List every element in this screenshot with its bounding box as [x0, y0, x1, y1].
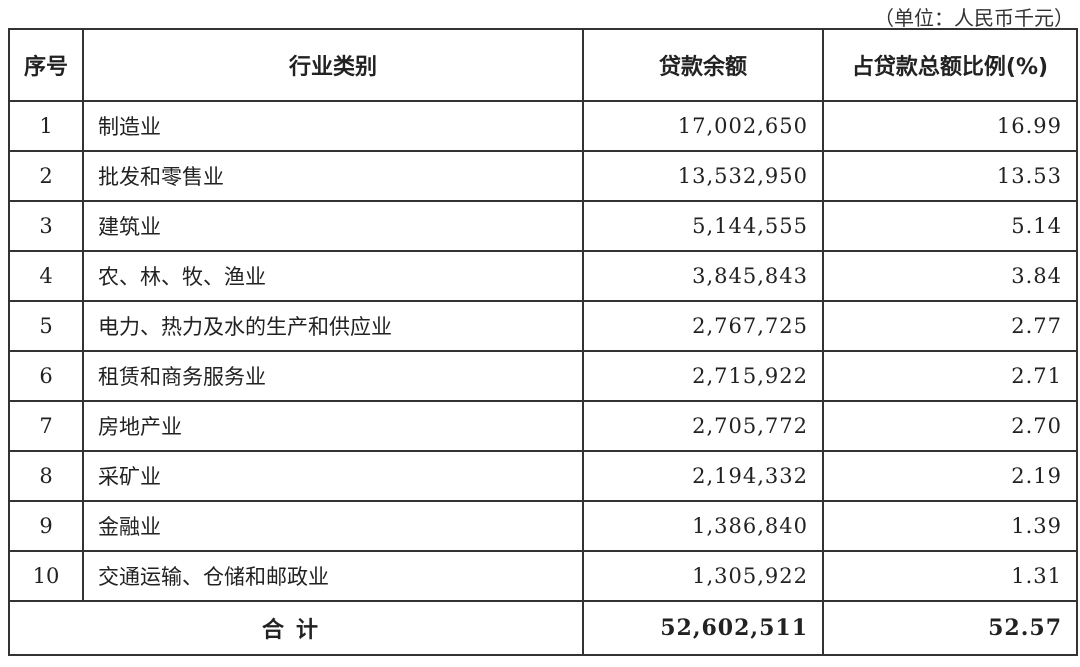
table-row: 5 电力、热力及水的生产和供应业 2,767,725 2.77: [8, 300, 1078, 352]
row-amount: 13,532,950: [582, 150, 824, 202]
table-row: 1 制造业 17,002,650 16.99: [8, 100, 1078, 152]
row-no: 4: [8, 250, 84, 302]
header-no: 序号: [8, 28, 84, 102]
row-no: 1: [8, 100, 84, 152]
row-ratio: 2.71: [822, 350, 1078, 402]
header-amount: 贷款余额: [582, 28, 824, 102]
unit-note: （单位：人民币千元）: [874, 6, 1074, 30]
total-row: 合计 52,602,511 52.57: [8, 600, 1078, 656]
row-industry: 金融业: [82, 500, 584, 552]
row-ratio: 5.14: [822, 200, 1078, 252]
row-ratio: 3.84: [822, 250, 1078, 302]
table-row: 2 批发和零售业 13,532,950 13.53: [8, 150, 1078, 202]
table-row: 6 租赁和商务服务业 2,715,922 2.71: [8, 350, 1078, 402]
row-amount: 1,386,840: [582, 500, 824, 552]
total-ratio: 52.57: [822, 600, 1078, 656]
row-ratio: 16.99: [822, 100, 1078, 152]
row-ratio: 2.77: [822, 300, 1078, 352]
row-industry: 采矿业: [82, 450, 584, 502]
table-row: 4 农、林、牧、渔业 3,845,843 3.84: [8, 250, 1078, 302]
row-no: 8: [8, 450, 84, 502]
table-row: 10 交通运输、仓储和邮政业 1,305,922 1.31: [8, 550, 1078, 602]
header-ratio: 占贷款总额比例(%): [822, 28, 1078, 102]
row-no: 3: [8, 200, 84, 252]
row-industry: 房地产业: [82, 400, 584, 452]
row-industry: 建筑业: [82, 200, 584, 252]
table-row: 7 房地产业 2,705,772 2.70: [8, 400, 1078, 452]
row-amount: 1,305,922: [582, 550, 824, 602]
row-amount: 17,002,650: [582, 100, 824, 152]
header-row: 序号 行业类别 贷款余额 占贷款总额比例(%): [8, 28, 1078, 102]
row-amount: 2,715,922: [582, 350, 824, 402]
row-industry: 电力、热力及水的生产和供应业: [82, 300, 584, 352]
row-no: 10: [8, 550, 84, 602]
row-no: 9: [8, 500, 84, 552]
row-amount: 3,845,843: [582, 250, 824, 302]
row-ratio: 1.31: [822, 550, 1078, 602]
total-amount: 52,602,511: [582, 600, 824, 656]
row-industry: 交通运输、仓储和邮政业: [82, 550, 584, 602]
row-industry: 农、林、牧、渔业: [82, 250, 584, 302]
total-label: 合计: [8, 600, 584, 656]
row-ratio: 1.39: [822, 500, 1078, 552]
row-ratio: 13.53: [822, 150, 1078, 202]
row-industry: 租赁和商务服务业: [82, 350, 584, 402]
row-no: 2: [8, 150, 84, 202]
table-row: 3 建筑业 5,144,555 5.14: [8, 200, 1078, 252]
row-industry: 批发和零售业: [82, 150, 584, 202]
row-industry: 制造业: [82, 100, 584, 152]
row-amount: 2,194,332: [582, 450, 824, 502]
header-industry: 行业类别: [82, 28, 584, 102]
row-amount: 2,767,725: [582, 300, 824, 352]
row-ratio: 2.19: [822, 450, 1078, 502]
table-row: 8 采矿业 2,194,332 2.19: [8, 450, 1078, 502]
row-no: 6: [8, 350, 84, 402]
table-row: 9 金融业 1,386,840 1.39: [8, 500, 1078, 552]
row-no: 5: [8, 300, 84, 352]
row-ratio: 2.70: [822, 400, 1078, 452]
industry-loan-table: 序号 行业类别 贷款余额 占贷款总额比例(%) 1 制造业 17,002,650 16…: [8, 28, 1078, 656]
row-no: 7: [8, 400, 84, 452]
row-amount: 2,705,772: [582, 400, 824, 452]
row-amount: 5,144,555: [582, 200, 824, 252]
